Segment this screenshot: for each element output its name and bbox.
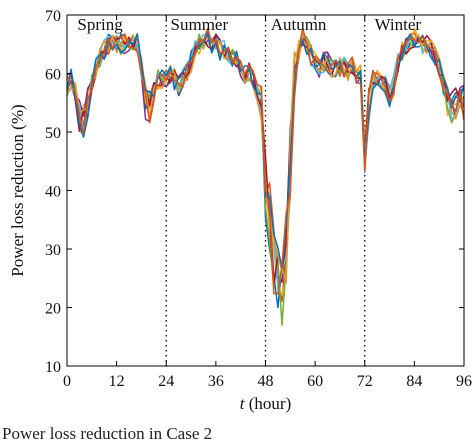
- x-tick-label: 72: [357, 373, 373, 390]
- season-label-winter: Winter: [375, 15, 422, 34]
- x-tick-label: 48: [258, 373, 274, 390]
- y-tick-label: 20: [45, 301, 61, 318]
- series-line-10: [66, 27, 465, 295]
- x-tick-label: 12: [109, 373, 125, 390]
- figure-caption: Power loss reduction in Case 2: [2, 424, 213, 443]
- x-tick-label: 0: [63, 373, 71, 390]
- x-tick-label: 96: [456, 373, 472, 390]
- labels-group: 0 12 24 36 48 60 72 84 96 10 20 30 40 50 60 70 Spring Sum…: [8, 8, 472, 413]
- x-tick-label: 60: [307, 373, 323, 390]
- x-axis-title: t (hour): [240, 394, 291, 413]
- season-label-summer: Summer: [171, 15, 229, 34]
- series-line-7: [66, 33, 465, 286]
- x-tick-label: 36: [208, 373, 224, 390]
- series-group: [66, 27, 465, 326]
- axes-group: [66, 14, 465, 367]
- season-label-spring: Spring: [77, 15, 123, 34]
- y-tick-label: 60: [45, 67, 61, 84]
- power-loss-chart: 0 12 24 36 48 60 72 84 96 10 20 30 40 50 60 70 Spring Sum…: [8, 8, 472, 413]
- y-tick-label: 50: [45, 125, 61, 142]
- y-tick-label: 10: [45, 359, 61, 376]
- x-tick-label: 24: [158, 373, 174, 390]
- y-tick-label: 40: [45, 184, 61, 201]
- y-tick-label: 70: [45, 8, 61, 25]
- x-tick-label: 84: [406, 373, 422, 390]
- season-label-autumn: Autumn: [271, 15, 327, 34]
- y-tick-label: 30: [45, 242, 61, 259]
- y-axis-title: Power loss reduction (%): [8, 104, 27, 276]
